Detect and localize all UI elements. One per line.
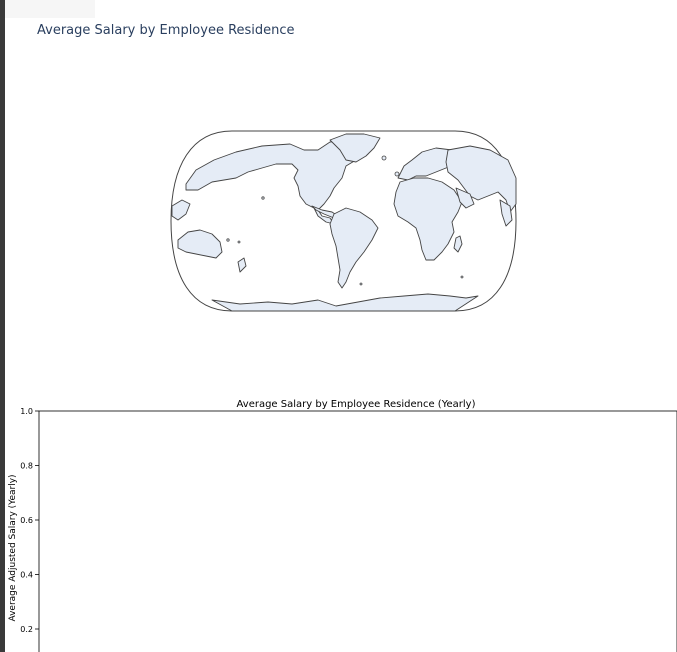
land-indochina <box>499 199 513 227</box>
chart-title: Average Salary by Employee Residence (Ye… <box>237 399 476 410</box>
land-madagascar <box>453 235 463 253</box>
island-1 <box>226 238 230 242</box>
y-tick-label: 0.8 <box>20 462 33 471</box>
land-arabia <box>455 187 475 209</box>
y-ticks: 0.2 0.4 0.6 0.8 1.0 <box>20 407 39 634</box>
y-tick-label: 0.4 <box>20 571 33 580</box>
toolbar-strip <box>5 0 95 18</box>
island-iceland <box>381 155 387 161</box>
window-edge <box>0 0 5 652</box>
land-asia-wrap <box>171 199 191 221</box>
island-2 <box>237 240 241 244</box>
land-africa <box>393 177 463 261</box>
land-south-america <box>329 207 379 289</box>
land-new-zealand <box>237 257 247 273</box>
y-tick-label: 1.0 <box>20 407 33 416</box>
island-uk <box>394 171 400 177</box>
land-antarctica <box>211 293 479 312</box>
land-australia <box>177 229 223 259</box>
land-asia <box>445 145 517 213</box>
island-hawaii <box>261 196 265 200</box>
map-title: Average Salary by Employee Residence <box>37 23 295 38</box>
y-axis-label: Average Adjusted Salary (Yearly) <box>8 474 18 621</box>
land-north-america <box>185 139 369 225</box>
y-tick-label: 0.2 <box>20 625 33 634</box>
land-greenland <box>329 133 381 163</box>
island-3 <box>460 275 464 279</box>
y-tick-label: 0.6 <box>20 516 33 525</box>
axes-frame <box>38 410 677 652</box>
island-falklands <box>359 282 363 286</box>
